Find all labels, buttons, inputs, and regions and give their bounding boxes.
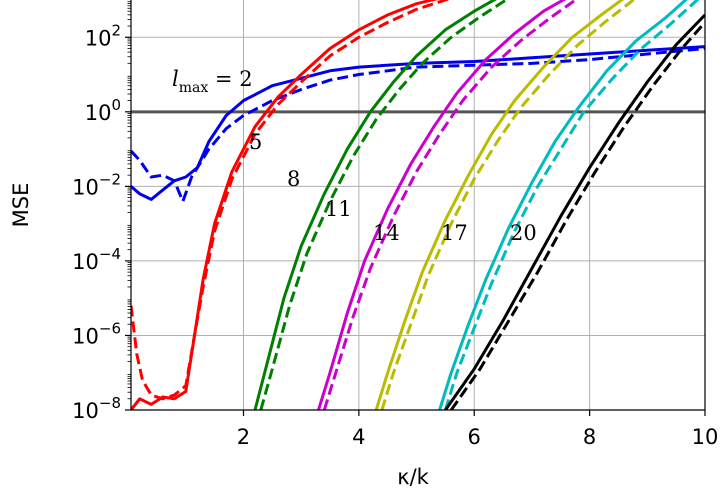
- y-tick-exponent: −2: [99, 170, 121, 188]
- lmax-rest: = 2: [208, 67, 252, 91]
- lmax-annotation: lmax = 2: [172, 67, 253, 96]
- y-tick-base: 10: [72, 250, 99, 274]
- x-tick-label: 6: [468, 425, 481, 449]
- y-tick-label: 10−6: [72, 319, 121, 348]
- curve-dashed-lmax-5: [131, 0, 451, 401]
- grid: [131, 0, 706, 411]
- lmax-l: l: [172, 67, 179, 91]
- x-axis-label: κ/k: [397, 465, 429, 489]
- curve-dashed-lmax-14: [380, 0, 636, 410]
- y-tick-base: 10: [72, 175, 99, 199]
- lmax-sub: max: [179, 80, 209, 96]
- curve-solid-lmax-2: [131, 45, 705, 201]
- y-tick-exponent: −4: [99, 245, 121, 263]
- y-axis-label: MSE: [9, 183, 33, 228]
- curve-solid-lmax-5: [131, 0, 439, 410]
- y-tick-label: 10−8: [72, 394, 121, 423]
- curve-solid-lmax-14: [374, 0, 625, 410]
- y-tick-label: 10−2: [72, 170, 121, 199]
- curve-label-8: 8: [287, 167, 300, 191]
- x-tick-label: 10: [692, 425, 719, 449]
- curve-label-11: 11: [325, 197, 352, 221]
- axes: [125, 0, 706, 416]
- curve-dashed-lmax-17: [443, 0, 700, 410]
- x-tick-label: 2: [237, 425, 250, 449]
- curve-label-5: 5: [249, 130, 262, 154]
- curve-solid-lmax-8: [253, 0, 497, 410]
- curve-label-20: 20: [510, 221, 537, 245]
- curve-label-17: 17: [441, 221, 468, 245]
- curve-solid-lmax-17: [438, 0, 688, 410]
- curve-solid-lmax-11: [317, 0, 567, 410]
- curve-label-14: 14: [373, 221, 400, 245]
- y-tick-exponent: −6: [99, 319, 121, 337]
- curve-dashed-lmax-2: [131, 47, 705, 206]
- y-tick-base: 10: [72, 399, 99, 423]
- y-tick-label: 100: [85, 96, 121, 125]
- curve-dashed-lmax-11: [322, 0, 579, 410]
- y-tick-exponent: −8: [99, 394, 121, 412]
- y-tick-exponent: 0: [111, 96, 121, 114]
- y-tick-base: 10: [85, 101, 112, 125]
- y-tick-base: 10: [72, 324, 99, 348]
- y-tick-label: 10−4: [72, 245, 121, 274]
- y-tick-label: 102: [85, 21, 121, 50]
- y-tick-exponent: 2: [111, 21, 121, 39]
- curves: [131, 0, 705, 410]
- x-tick-label: 4: [352, 425, 365, 449]
- x-tick-label: 8: [583, 425, 596, 449]
- curve-solid-lmax-20: [444, 13, 705, 410]
- curve-dashed-lmax-20: [449, 21, 705, 410]
- curve-dashed-lmax-8: [259, 0, 509, 410]
- y-tick-base: 10: [85, 26, 112, 50]
